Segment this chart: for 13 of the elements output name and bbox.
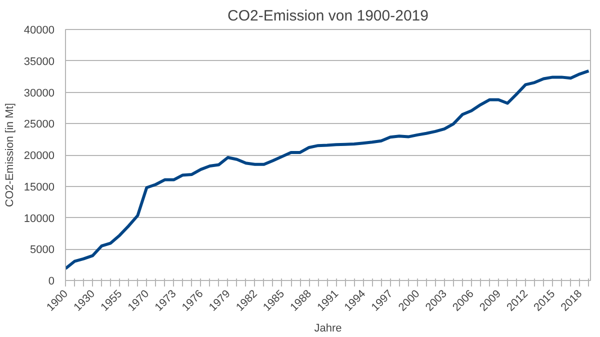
y-tick-label: 5000: [30, 244, 55, 256]
y-tick-label: 0: [48, 276, 55, 288]
x-axis-title: Jahre: [314, 322, 342, 334]
y-axis-title: CO2-Emission [in Mt]: [4, 103, 16, 207]
y-tick-label: 25000: [24, 118, 55, 131]
y-tick-label: 40000: [24, 24, 55, 36]
y-tick-label: 20000: [24, 150, 55, 162]
y-tick-label: 15000: [24, 181, 55, 194]
y-tick-label: 35000: [24, 56, 55, 68]
line-series: [66, 69, 590, 270]
chart-title: CO2-Emission von 1900-2019: [228, 8, 428, 24]
y-tick-label: 10000: [24, 212, 55, 225]
y-tick-label: 30000: [24, 87, 55, 100]
